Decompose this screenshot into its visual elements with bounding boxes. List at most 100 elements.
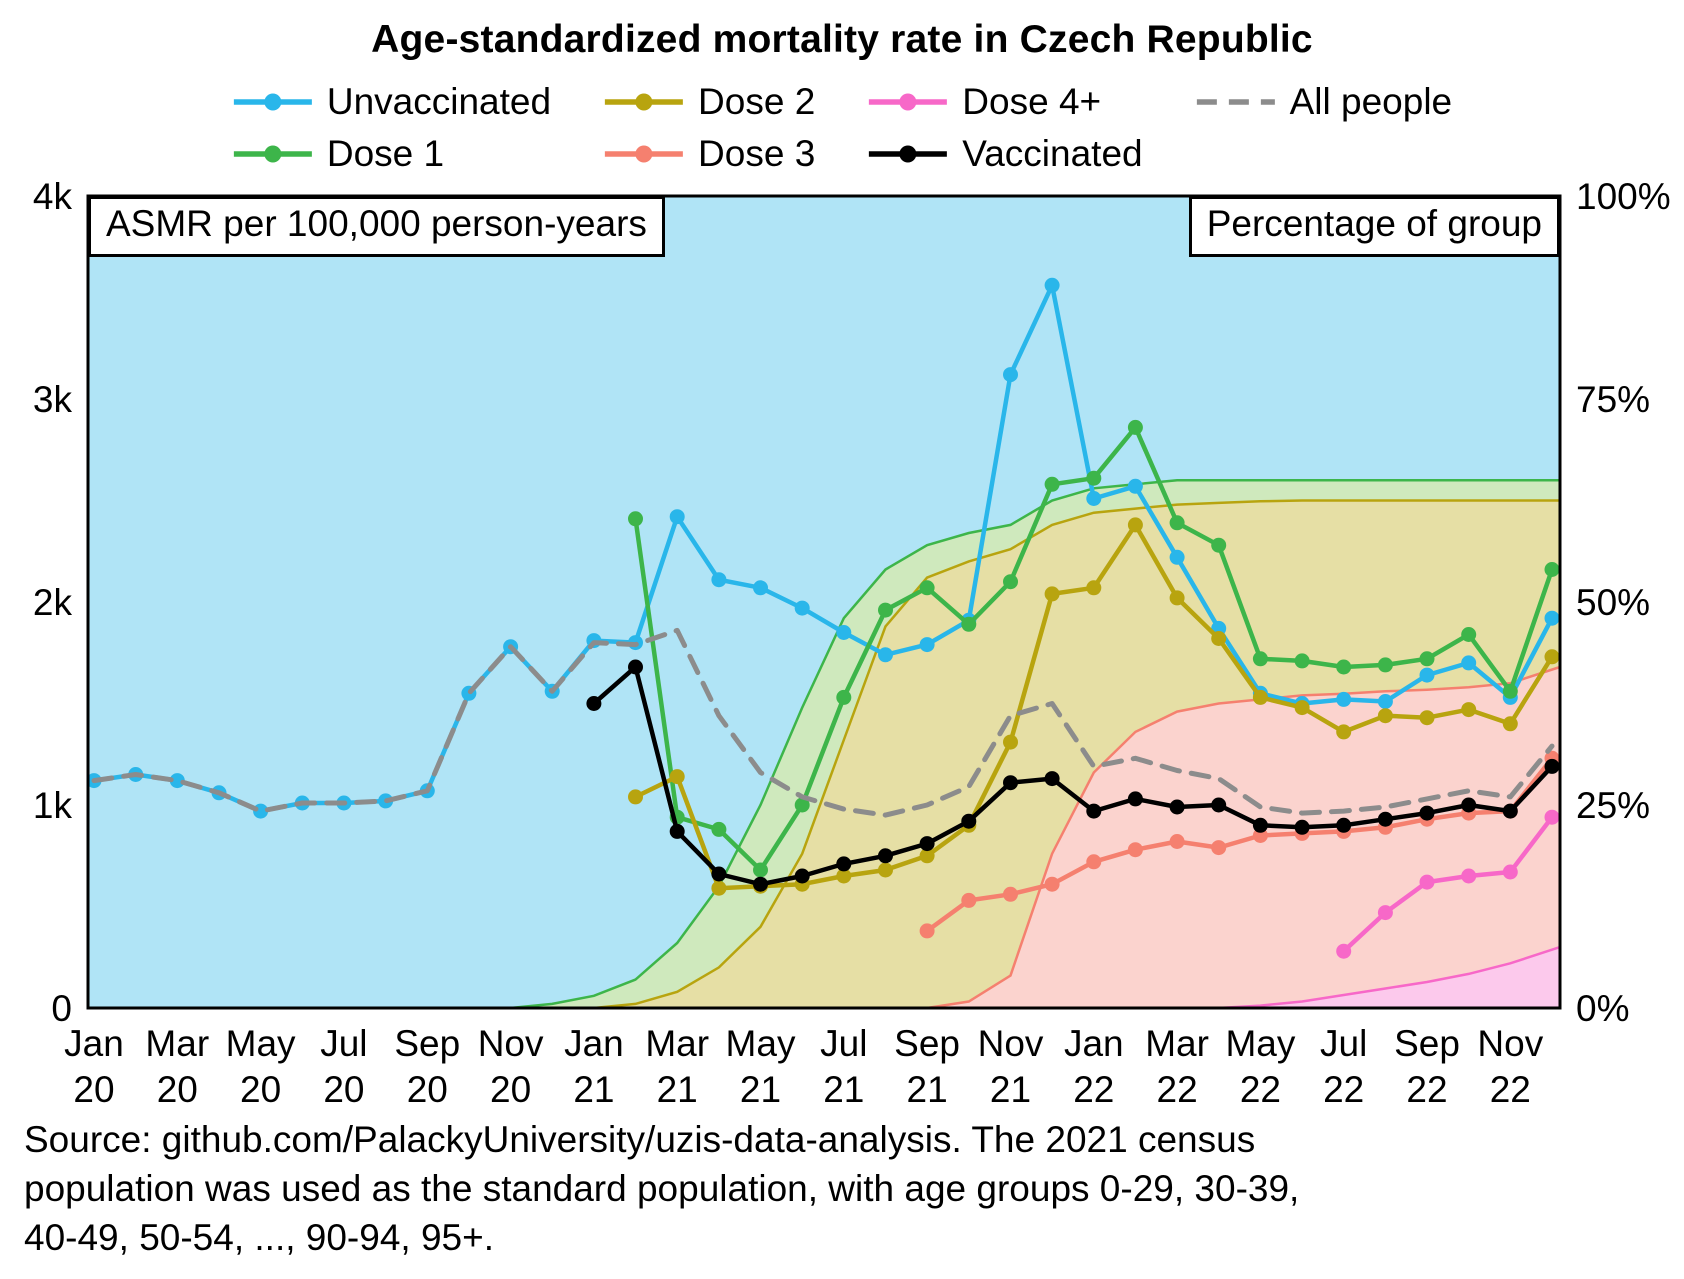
y-right-tick-label: 50% — [1576, 582, 1650, 623]
x-tick-month-label: Nov — [478, 1023, 544, 1064]
series-point-vaccinated — [669, 823, 685, 839]
legend-sample-dot — [899, 93, 917, 111]
x-tick-year-label: 20 — [157, 1069, 198, 1110]
x-tick-year-label: 22 — [1157, 1069, 1198, 1110]
legend-item-vaccinated: Vaccinated — [867, 130, 1143, 178]
series-point-dose1 — [794, 797, 810, 813]
series-point-dose2 — [1461, 702, 1477, 718]
series-point-unvaccinated — [1461, 655, 1477, 671]
series-point-vaccinated — [711, 866, 727, 882]
x-tick-month-label: Sep — [394, 1023, 460, 1064]
series-point-dose1 — [1211, 537, 1227, 553]
legend-column: Unvaccinated Dose 1 — [232, 78, 551, 178]
y-left-tick-label: 4k — [33, 176, 73, 217]
series-point-vaccinated — [919, 836, 935, 852]
chart-title: Age-standardized mortality rate in Czech… — [371, 18, 1313, 61]
series-point-unvaccinated — [753, 580, 768, 596]
series-point-dose1 — [1544, 562, 1560, 577]
series-point-dose2 — [628, 789, 643, 805]
series-point-unvaccinated — [919, 637, 935, 653]
x-tick-month-label: Jul — [320, 1023, 367, 1064]
series-point-unvaccinated — [1544, 610, 1560, 626]
legend-sample-dot — [635, 93, 653, 111]
series-point-dose3 — [1086, 854, 1102, 870]
legend-dose1-line-icon — [233, 145, 312, 163]
y-right-tick-label: 75% — [1576, 379, 1650, 420]
series-point-dose2 — [1169, 590, 1185, 606]
series-point-dose2 — [1419, 710, 1435, 726]
legend-sample-dot — [899, 145, 917, 163]
series-point-dose2 — [1086, 580, 1102, 596]
x-tick-year-label: 20 — [240, 1069, 281, 1110]
series-point-vaccinated — [1211, 797, 1227, 813]
y-left-tick-label: 2k — [33, 582, 73, 623]
series-point-vaccinated — [1419, 805, 1435, 821]
legend-label-unvaccinated: Unvaccinated — [326, 81, 552, 122]
legend-dose4plus-line-icon — [869, 93, 948, 111]
series-point-dose3 — [1169, 834, 1185, 849]
series-point-dose4plus — [1461, 868, 1477, 884]
series-point-vaccinated — [1544, 758, 1560, 774]
x-tick-year-label: 21 — [823, 1069, 864, 1110]
series-line-dose4plus — [1341, 814, 1555, 954]
series-point-dose4plus — [1377, 905, 1393, 921]
x-tick-month-label: Nov — [978, 1023, 1044, 1064]
y-right-tick-label: 100% — [1576, 176, 1671, 217]
series-point-dose1 — [1086, 470, 1102, 486]
series-point-unvaccinated — [794, 600, 810, 616]
legend-column: Dose 2 Dose 3 — [603, 78, 815, 178]
legend-column: All people — [1195, 78, 1453, 178]
series-point-unvaccinated — [1377, 694, 1393, 709]
x-tick-year-label: 20 — [490, 1069, 531, 1110]
series-point-vaccinated — [1377, 811, 1393, 827]
legend-label-all_people: All people — [1289, 81, 1453, 122]
series-point-dose2 — [1127, 517, 1143, 533]
series-point-dose1 — [1003, 574, 1018, 590]
series-point-dose2 — [1377, 708, 1393, 724]
x-tick-month-label: May — [226, 1023, 296, 1064]
right-axis-inset-label: Percentage of group — [1188, 196, 1560, 257]
series-point-unvaccinated — [169, 773, 185, 789]
series-point-dose2 — [1294, 700, 1310, 716]
series-point-unvaccinated — [1044, 277, 1060, 293]
x-tick-year-label: 21 — [907, 1069, 948, 1110]
legend-label-dose4plus: Dose 4+ — [962, 81, 1102, 122]
series-point-dose2 — [1044, 586, 1060, 602]
series-point-dose2 — [711, 880, 727, 896]
x-tick-year-label: 22 — [1406, 1069, 1447, 1110]
series-line-dose3 — [924, 756, 1555, 934]
series-point-unvaccinated — [1169, 549, 1185, 565]
series-point-dose3 — [919, 923, 935, 939]
chart-legend: Unvaccinated Dose 1 Dose 2 Dose 3 Dose 4+ Vac… — [232, 78, 1452, 178]
legend-label-dose1: Dose 1 — [326, 133, 445, 174]
series-point-vaccinated — [794, 868, 810, 884]
legend-dose2-line-icon — [605, 93, 684, 111]
series-line-all_people — [91, 627, 1555, 818]
series-point-unvaccinated — [1336, 691, 1352, 707]
legend-item-dose2: Dose 2 — [603, 78, 815, 126]
series-point-vaccinated — [1044, 771, 1060, 787]
x-tick-month-label: Nov — [1477, 1023, 1543, 1064]
x-tick-month-label: Sep — [894, 1023, 960, 1064]
legend-label-dose3: Dose 3 — [698, 133, 816, 174]
series-point-dose1 — [1169, 515, 1185, 531]
series-point-dose1 — [753, 862, 768, 878]
x-tick-month-label: Jan — [564, 1023, 624, 1064]
series-point-dose2 — [1336, 724, 1352, 740]
series-point-dose3 — [1044, 876, 1060, 892]
x-tick-month-label: May — [1225, 1023, 1295, 1064]
series-point-unvaccinated — [878, 647, 893, 663]
series-point-dose1 — [919, 580, 935, 596]
series-point-dose2 — [919, 848, 935, 864]
series-point-dose3 — [961, 892, 977, 908]
x-tick-month-label: Mar — [145, 1023, 209, 1064]
x-tick-month-label: May — [726, 1023, 796, 1064]
x-tick-month-label: Jul — [820, 1023, 867, 1064]
x-tick-month-label: Jan — [64, 1023, 124, 1064]
series-point-vaccinated — [1252, 817, 1268, 833]
legend-column: Dose 4+ Vaccinated — [867, 78, 1143, 178]
legend-sample-dot — [264, 93, 282, 111]
series-point-dose2 — [1211, 631, 1227, 646]
series-point-dose2 — [1544, 649, 1560, 665]
